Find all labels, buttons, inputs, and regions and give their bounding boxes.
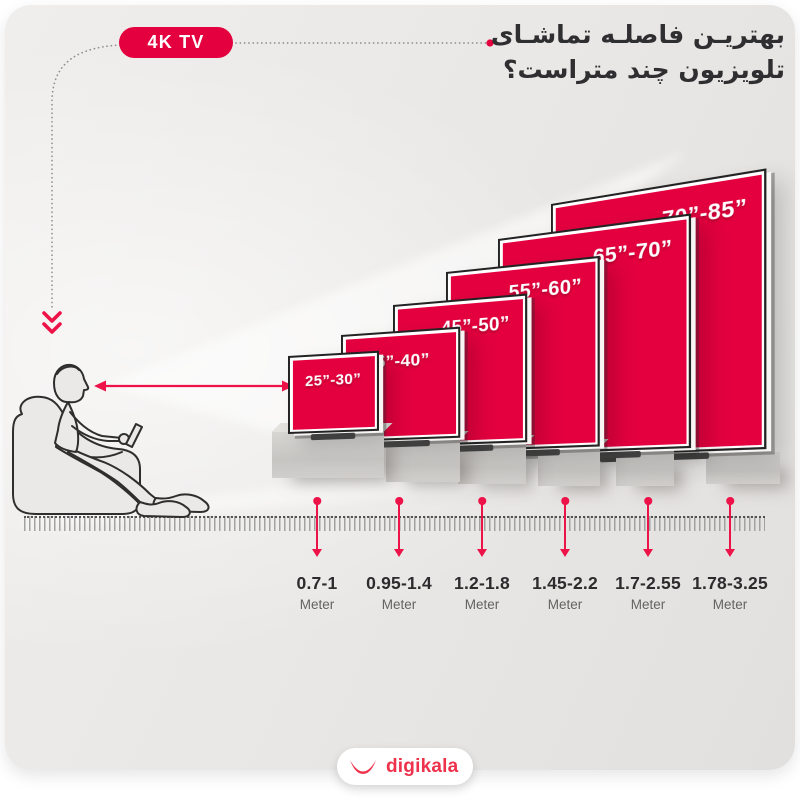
distance-unit: Meter xyxy=(381,597,417,612)
title-line-1: بهتریـن فاصلـه تماشـای xyxy=(490,20,785,49)
distance-unit: Meter xyxy=(464,597,500,612)
tv-screen: 25”-30” xyxy=(292,355,375,430)
infographic-card: 4K TV بهتریـن فاصلـه تماشـای تلویزیون چن… xyxy=(5,5,795,770)
distance-value: 1.2-1.8 xyxy=(454,573,510,593)
distance-label: 1.7-2.55 Meter xyxy=(588,573,708,612)
floor-ruler xyxy=(24,516,765,531)
distance-unit: Meter xyxy=(547,597,583,612)
page-title: بهتریـن فاصلـه تماشـای تلویزیون چند مترا… xyxy=(491,17,785,87)
distance-value: 0.7-1 xyxy=(296,573,338,593)
remote-control xyxy=(125,423,143,448)
tv-pedestal xyxy=(706,452,780,484)
distance-value: 1.45-2.2 xyxy=(532,573,598,593)
distance-label: 1.2-1.8 Meter xyxy=(422,573,542,612)
distance-pin xyxy=(564,500,567,550)
brand-name: digikala xyxy=(386,755,459,777)
distance-label: 1.78-3.25 Meter xyxy=(670,573,790,612)
distance-value: 1.78-3.25 xyxy=(692,573,768,593)
smile-icon xyxy=(350,759,376,774)
distance-value: 0.95-1.4 xyxy=(366,573,432,593)
tv-25-30: 25”-30” xyxy=(288,350,380,434)
distance-unit: Meter xyxy=(299,597,335,612)
distance-pin xyxy=(316,500,319,550)
tv-size-label: 25”-30” xyxy=(305,369,362,390)
distance-pin xyxy=(647,500,650,550)
badge-label: 4K TV xyxy=(147,32,205,52)
distance-arrow xyxy=(94,380,294,392)
distance-unit: Meter xyxy=(712,597,748,612)
digikala-logo: digikala xyxy=(337,748,474,785)
distance-pin xyxy=(398,500,401,550)
shoe xyxy=(135,500,191,518)
distance-label: 0.7-1 Meter xyxy=(257,573,377,612)
viewer-illustration xyxy=(12,363,210,518)
person-head xyxy=(53,363,90,404)
distance-pin xyxy=(729,500,732,550)
distance-label: 0.95-1.4 Meter xyxy=(339,573,459,612)
title-line-2: تلویزیون چند متراست؟ xyxy=(502,55,785,84)
distance-value: 1.7-2.55 xyxy=(615,573,681,593)
4k-tv-badge: 4K TV xyxy=(119,27,233,58)
distance-unit: Meter xyxy=(630,597,666,612)
tv-size-label: 65”-70” xyxy=(592,235,673,269)
distance-label: 1.45-2.2 Meter xyxy=(505,573,625,612)
distance-pin xyxy=(481,500,484,550)
